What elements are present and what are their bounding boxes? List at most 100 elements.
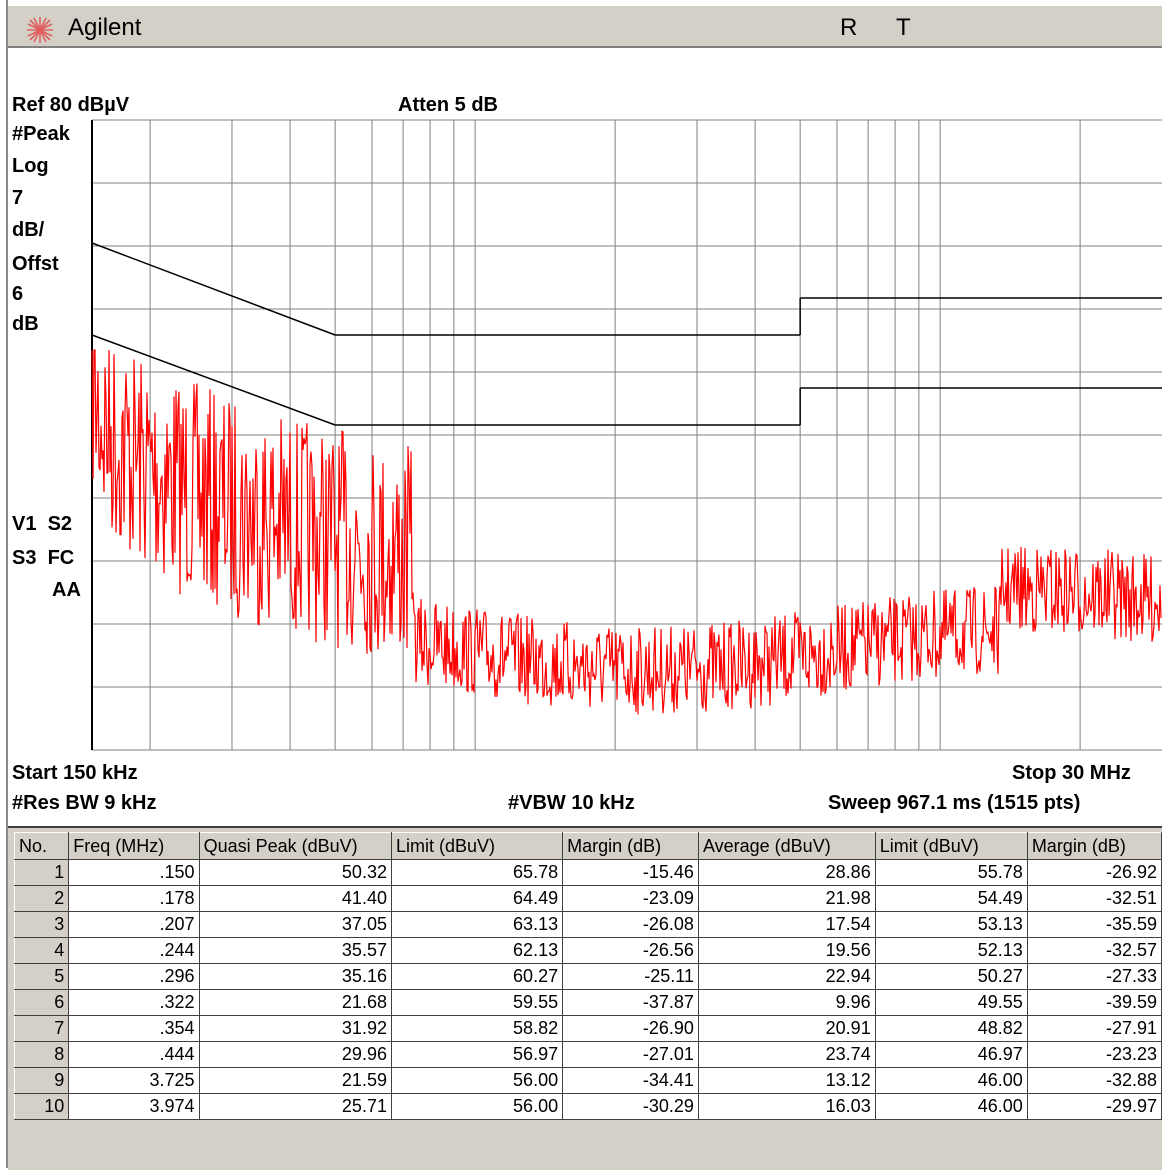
column-header[interactable]: Limit (dBuV) bbox=[874, 832, 1028, 860]
table-row[interactable]: 9 3.725 21.59 56.00 -34.41 13.12 46.00 -32.88 bbox=[13, 1067, 1162, 1094]
start-frequency: Start 150 kHz bbox=[12, 762, 138, 784]
table-cell: 28.86 bbox=[697, 859, 876, 886]
side-label-scale-val: 7 bbox=[12, 187, 24, 209]
table-cell: .322 bbox=[68, 989, 200, 1016]
table-cell: 31.92 bbox=[198, 1015, 392, 1042]
resolution-bandwidth: #Res BW 9 kHz bbox=[12, 792, 157, 814]
table-cell: .244 bbox=[68, 937, 200, 964]
brand-name: Agilent bbox=[68, 14, 142, 41]
row-number: 6 bbox=[13, 989, 70, 1016]
title-bar: Agilent R T bbox=[8, 4, 1162, 48]
table-row[interactable]: 4.244 35.57 62.13 -26.56 19.56 52.13 -32.57 bbox=[13, 937, 1162, 964]
table-cell: 29.96 bbox=[198, 1041, 392, 1068]
table-cell: 55.78 bbox=[874, 859, 1028, 886]
table-cell: -23.23 bbox=[1026, 1041, 1162, 1068]
column-header[interactable]: Quasi Peak (dBuV) bbox=[198, 832, 392, 860]
table-cell: 53.13 bbox=[874, 911, 1028, 938]
window-frame bbox=[6, 0, 1160, 1168]
table-cell: .444 bbox=[68, 1041, 200, 1068]
table-cell: -34.41 bbox=[562, 1067, 699, 1094]
table-cell: 20.91 bbox=[697, 1015, 876, 1042]
table-cell: 16.03 bbox=[697, 1093, 876, 1120]
flag-t: T bbox=[896, 14, 911, 41]
table-row[interactable]: 5.296 35.16 60.27 -25.11 22.94 50.27 -27.33 bbox=[13, 963, 1162, 990]
table-cell: -32.51 bbox=[1026, 885, 1162, 912]
trace-flags-1: V1 S2 bbox=[12, 513, 73, 535]
side-label-scale-unit: dB/ bbox=[12, 219, 45, 241]
table-cell: 3.974 bbox=[68, 1093, 200, 1120]
table-row[interactable]: 3.207 37.05 63.13 -26.08 17.54 53.13 -35.59 bbox=[13, 911, 1162, 938]
column-header[interactable]: Margin (dB) bbox=[562, 832, 699, 860]
table-cell: .296 bbox=[68, 963, 200, 990]
side-label-offset-val: 6 bbox=[12, 283, 24, 305]
table-row[interactable]: 6.322 21.68 59.55 -37.87 9.96 49.55 -39.59 bbox=[13, 989, 1162, 1016]
stop-frequency: Stop 30 MHz bbox=[1012, 762, 1131, 784]
table-cell: 62.13 bbox=[390, 937, 564, 964]
table-cell: 56.00 bbox=[390, 1093, 564, 1120]
attenuation: Atten 5 dB bbox=[398, 94, 498, 116]
row-number: 7 bbox=[13, 1015, 70, 1042]
table-cell: -35.59 bbox=[1026, 911, 1162, 938]
column-header[interactable]: Limit (dBuV) bbox=[390, 832, 564, 860]
table-header-row: No. Freq (MHz) Quasi Peak (dBuV) Limit (dBu… bbox=[13, 832, 1162, 860]
table-cell: 19.56 bbox=[697, 937, 876, 964]
table-cell: 46.00 bbox=[874, 1067, 1028, 1094]
table-row[interactable]: 8.444 29.96 56.97 -27.01 23.74 46.97 -23.23 bbox=[13, 1041, 1162, 1068]
table-cell: 3.725 bbox=[68, 1067, 200, 1094]
table-row[interactable]: 10 3.974 25.71 56.00 -30.29 16.03 46.00 -29.97 bbox=[13, 1093, 1162, 1120]
row-number: 2 bbox=[13, 885, 70, 912]
table-cell: 52.13 bbox=[874, 937, 1028, 964]
table-cell: 23.74 bbox=[697, 1041, 876, 1068]
row-number: 8 bbox=[13, 1041, 70, 1068]
table-cell: 46.00 bbox=[874, 1093, 1028, 1120]
trace-flags-2: S3 FC bbox=[12, 547, 75, 569]
column-header[interactable]: Margin (dB) bbox=[1026, 832, 1162, 860]
row-number: 4 bbox=[13, 937, 70, 964]
table-cell: -26.56 bbox=[562, 937, 699, 964]
table-cell: 63.13 bbox=[390, 911, 564, 938]
table-cell: .207 bbox=[68, 911, 200, 938]
table-cell: 37.05 bbox=[198, 911, 392, 938]
side-label-scale: Log bbox=[12, 155, 49, 177]
table-cell: -37.87 bbox=[562, 989, 699, 1016]
table-cell: 64.49 bbox=[390, 885, 564, 912]
table-cell: 50.32 bbox=[198, 859, 392, 886]
row-number: 1 bbox=[13, 859, 70, 886]
table-cell: -27.01 bbox=[562, 1041, 699, 1068]
table-body: 1.150 50.32 65.78 -15.46 28.86 55.78 -26.92 2.1… bbox=[13, 859, 1162, 1120]
table-cell: 35.57 bbox=[198, 937, 392, 964]
table-cell: -27.33 bbox=[1026, 963, 1162, 990]
limit-line-slope bbox=[91, 242, 336, 336]
ref-level: Ref 80 dBµV bbox=[12, 94, 130, 116]
row-number: 10 bbox=[13, 1093, 70, 1120]
column-header[interactable]: Freq (MHz) bbox=[68, 832, 200, 860]
limit-line-slope bbox=[91, 334, 336, 426]
row-number: 9 bbox=[13, 1067, 70, 1094]
table-cell: 22.94 bbox=[697, 963, 876, 990]
table-cell: 48.82 bbox=[874, 1015, 1028, 1042]
table-cell: -26.08 bbox=[562, 911, 699, 938]
table-cell: 56.00 bbox=[390, 1067, 564, 1094]
table-cell: 35.16 bbox=[198, 963, 392, 990]
row-number: 3 bbox=[13, 911, 70, 938]
measured-trace bbox=[91, 349, 1162, 715]
table-cell: 13.12 bbox=[697, 1067, 876, 1094]
table-cell: -32.57 bbox=[1026, 937, 1162, 964]
table-cell: .150 bbox=[68, 859, 200, 886]
table-cell: 60.27 bbox=[390, 963, 564, 990]
table-cell: 50.27 bbox=[874, 963, 1028, 990]
table-cell: -25.11 bbox=[562, 963, 699, 990]
table-cell: 56.97 bbox=[390, 1041, 564, 1068]
table-cell: -26.90 bbox=[562, 1015, 699, 1042]
table-row[interactable]: 1.150 50.32 65.78 -15.46 28.86 55.78 -26.92 bbox=[13, 859, 1162, 886]
results-table: No. Freq (MHz) Quasi Peak (dBuV) Limit (dBu… bbox=[13, 832, 1162, 1120]
table-cell: -30.29 bbox=[562, 1093, 699, 1120]
table-cell: 17.54 bbox=[697, 911, 876, 938]
table-row[interactable]: 7.354 31.92 58.82 -26.90 20.91 48.82 -27.91 bbox=[13, 1015, 1162, 1042]
column-header[interactable]: No. bbox=[13, 832, 70, 860]
table-row[interactable]: 2.178 41.40 64.49 -23.09 21.98 54.49 -32.51 bbox=[13, 885, 1162, 912]
column-header[interactable]: Average (dBuV) bbox=[697, 832, 876, 860]
table-cell: -23.09 bbox=[562, 885, 699, 912]
table-cell: 21.98 bbox=[697, 885, 876, 912]
